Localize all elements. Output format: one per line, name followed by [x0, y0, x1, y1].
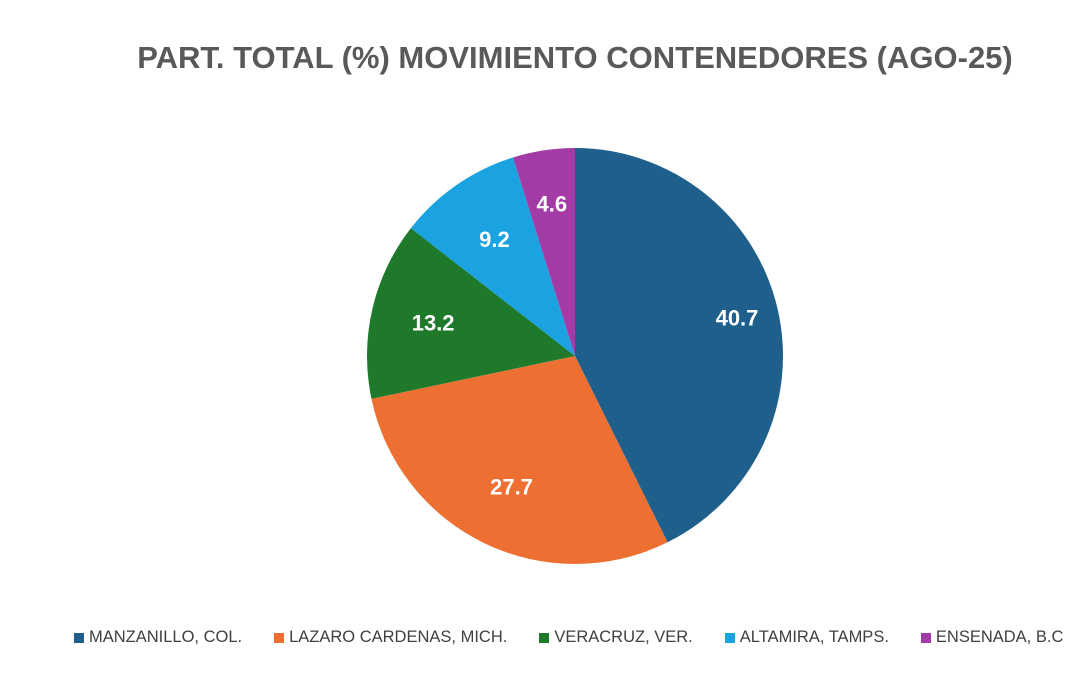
- pie-slice-0: [575, 148, 784, 543]
- legend-swatch-0: [74, 632, 84, 643]
- legend-label-4: ENSENADA, B.C: [935, 628, 1064, 646]
- pie-slice-2: [367, 228, 575, 399]
- pie-slice-3: [410, 157, 575, 356]
- legend-swatch-1: [274, 632, 285, 643]
- legend-item-2: VERACRUZ, VER.: [539, 628, 693, 647]
- data-label-0: 40.7: [716, 305, 759, 330]
- legend-label-0: MANZANILLO, COL.: [89, 628, 243, 646]
- pie-slices: [367, 148, 784, 565]
- data-label-4: 4.6: [536, 191, 567, 216]
- legend-label-2: VERACRUZ, VER.: [554, 628, 693, 646]
- legend-item-4: ENSENADA, B.C: [920, 628, 1064, 647]
- legend-item-3: ALTAMIRA, TAMPS.: [724, 628, 889, 647]
- pie-slice-1: [371, 356, 668, 565]
- data-label-3: 9.2: [479, 227, 510, 252]
- data-label-2: 13.2: [412, 311, 455, 336]
- chart-legend: MANZANILLO, COL. LAZARO CARDENAS, MICH. VE…: [74, 628, 1080, 654]
- data-label-1: 27.7: [490, 475, 533, 500]
- legend-item-0: MANZANILLO, COL.: [74, 628, 242, 647]
- chart-title: PART. TOTAL (%) MOVIMIENTO CONTENEDORES …: [137, 40, 1013, 75]
- pie-chart: 40.7 27.7 13.2 9.2 4.6: [367, 148, 784, 565]
- legend-label-1: LAZARO CARDENAS, MICH.: [289, 628, 508, 646]
- legend-swatch-4: [920, 632, 931, 643]
- legend-swatch-3: [724, 632, 735, 643]
- pie-slice-4: [512, 148, 575, 356]
- legend-swatch-2: [539, 632, 550, 643]
- pie-data-labels: 40.7 27.7 13.2 9.2 4.6: [412, 191, 759, 499]
- legend-item-1: LAZARO CARDENAS, MICH.: [274, 628, 507, 647]
- legend-label-3: ALTAMIRA, TAMPS.: [739, 628, 889, 646]
